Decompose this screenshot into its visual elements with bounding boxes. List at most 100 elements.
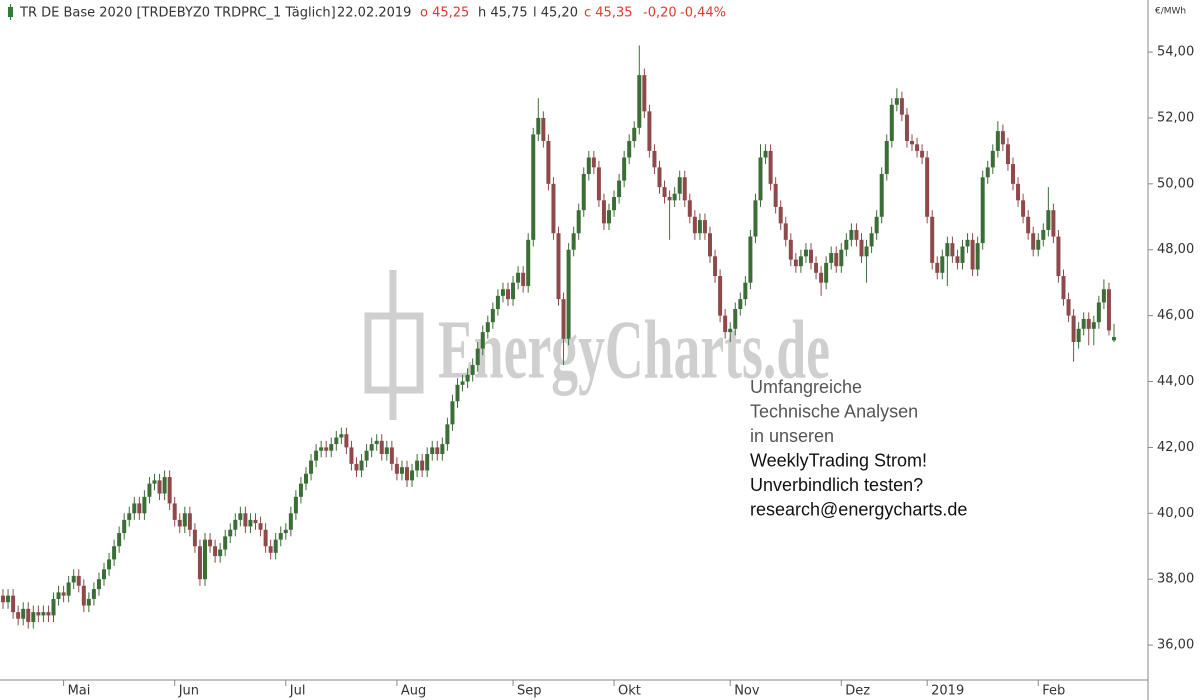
candle-body bbox=[314, 450, 319, 461]
candle-body bbox=[415, 460, 420, 471]
candle-body bbox=[844, 239, 849, 250]
y-tick-label: 54,00 bbox=[1157, 45, 1194, 60]
candle-body bbox=[470, 365, 475, 375]
candle-body bbox=[1112, 337, 1116, 341]
candle-body bbox=[344, 434, 349, 448]
candle-body bbox=[591, 157, 596, 168]
candle-body bbox=[450, 401, 455, 425]
candle-body bbox=[824, 262, 829, 283]
candle-body bbox=[632, 127, 637, 142]
candle-body bbox=[743, 282, 748, 300]
candle-body bbox=[773, 183, 778, 207]
header: TR DE Base 2020 [TRDEBYZ0 TRDPRC_1 Tägli… bbox=[8, 4, 726, 21]
candle-body bbox=[157, 480, 162, 494]
candle-body bbox=[682, 177, 687, 201]
candle-body bbox=[955, 256, 960, 263]
candle-body bbox=[980, 177, 985, 244]
candle-body bbox=[364, 450, 369, 461]
candle-body bbox=[137, 503, 142, 514]
candle-body bbox=[879, 173, 884, 217]
candle-body bbox=[1005, 144, 1010, 165]
candle-body bbox=[869, 233, 874, 247]
candle-body bbox=[768, 150, 773, 184]
candle-body bbox=[894, 98, 899, 105]
y-tick-label: 44,00 bbox=[1157, 374, 1194, 389]
candle-body bbox=[26, 608, 31, 623]
candle-body bbox=[526, 239, 531, 286]
candle-body bbox=[733, 309, 738, 329]
candle-body bbox=[728, 328, 733, 333]
candle-body bbox=[783, 223, 788, 240]
candle-body bbox=[455, 384, 460, 402]
candle-body bbox=[874, 216, 879, 234]
x-tick-label: Sep bbox=[517, 684, 542, 699]
candle-body bbox=[662, 187, 667, 198]
close: c 45,35 bbox=[584, 6, 633, 21]
candle-body bbox=[258, 523, 263, 530]
annotation: Umfangreiche Technische Analysen in unsere… bbox=[750, 377, 967, 520]
candle-body bbox=[1051, 210, 1056, 237]
candle-body bbox=[586, 157, 591, 174]
candle-body bbox=[551, 183, 556, 234]
candle-body bbox=[601, 200, 606, 224]
candle-body bbox=[51, 598, 56, 616]
candle-body bbox=[172, 503, 177, 520]
candle-body bbox=[910, 141, 914, 145]
candle-body bbox=[950, 243, 955, 257]
candle-body bbox=[642, 75, 647, 112]
candle-body bbox=[809, 249, 813, 263]
candle-body bbox=[147, 483, 152, 497]
candle-body bbox=[1021, 200, 1026, 217]
candle-body bbox=[339, 434, 344, 438]
candle-body bbox=[960, 246, 965, 263]
candle-body bbox=[21, 608, 26, 619]
x-tick-label: 2019 bbox=[931, 684, 964, 699]
candle-body bbox=[359, 460, 364, 471]
annotation-line: research@energycharts.de bbox=[750, 499, 967, 519]
candle-body bbox=[788, 239, 793, 260]
candle-body bbox=[91, 589, 96, 599]
candle-body bbox=[192, 529, 197, 547]
candle-body bbox=[142, 496, 147, 514]
y-tick-label: 50,00 bbox=[1157, 176, 1194, 191]
x-tick-label: Feb bbox=[1042, 684, 1065, 699]
candle-body bbox=[71, 575, 76, 583]
candle-body bbox=[546, 141, 551, 184]
candle-body bbox=[596, 167, 601, 201]
candle-body bbox=[556, 233, 561, 300]
candle-body bbox=[238, 513, 243, 520]
y-tick-label: 52,00 bbox=[1157, 110, 1194, 125]
candle-body bbox=[122, 519, 127, 534]
candle-body bbox=[864, 246, 869, 257]
candle-body bbox=[965, 239, 970, 247]
candle-body bbox=[16, 612, 21, 619]
candle-body bbox=[197, 546, 202, 580]
candle-body bbox=[81, 585, 86, 606]
candle-body bbox=[243, 513, 248, 527]
candle-body bbox=[66, 582, 71, 596]
candle-body bbox=[127, 513, 132, 520]
candle-body bbox=[223, 536, 228, 550]
candle-body bbox=[622, 157, 627, 181]
candle-body bbox=[814, 262, 819, 273]
candle-body bbox=[152, 480, 157, 484]
candle-body bbox=[334, 437, 339, 445]
candle-body bbox=[31, 612, 36, 623]
candle-body bbox=[132, 503, 137, 514]
candle-body bbox=[925, 157, 930, 217]
candle-body bbox=[990, 150, 995, 168]
candle-body bbox=[475, 348, 480, 366]
candle-body bbox=[718, 276, 723, 316]
candle-body bbox=[738, 299, 743, 310]
candle-body bbox=[1076, 328, 1081, 342]
candle-body bbox=[228, 529, 233, 537]
candle-body bbox=[687, 200, 692, 217]
instrument: TR DE Base 2020 [TRDEBYZ0 TRDPRC_1 Tägli… bbox=[19, 6, 336, 21]
candle-body bbox=[329, 444, 334, 451]
candle-body bbox=[1066, 299, 1071, 316]
change: -0,20 bbox=[643, 6, 677, 21]
open: o 45,25 bbox=[420, 6, 469, 21]
candle-body bbox=[76, 575, 81, 586]
candle-body bbox=[612, 197, 617, 211]
